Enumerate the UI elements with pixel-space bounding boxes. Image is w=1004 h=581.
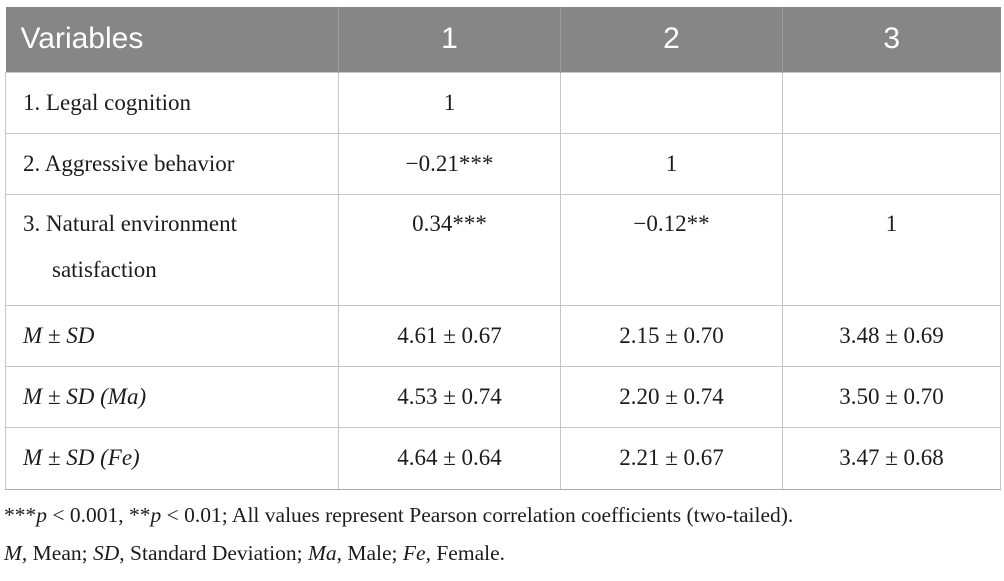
footnote-term-italic: M [4,541,22,565]
row-label: M ± SD [5,304,339,367]
cell-value: −0.21*** [338,132,561,195]
row-label: M ± SD (Fe) [5,426,339,490]
column-header-variables: Variables [5,7,339,72]
cell-value [782,132,1001,195]
footnote-term-italic: p [150,503,162,527]
cell-value: 1 [560,132,783,195]
footnote-segment: , Male; [336,541,403,565]
table-row: M ± SD (Fe) 4.64 ± 0.64 2.21 ± 0.67 3.47… [5,426,1001,490]
cell-value: 3.47 ± 0.68 [782,426,1001,490]
footnote-segment: , Female. [425,541,506,565]
table-row: 1. Legal cognition 1 [5,71,1001,134]
row-label-line1: 3. Natural environment [23,210,237,236]
footnote-segment: *** [4,503,37,527]
cell-value: 2.15 ± 0.70 [560,304,783,367]
footnote-segment: , Standard Deviation; [119,541,308,565]
table-footnotes: ***p < 0.001, **p < 0.01; All values rep… [4,496,793,572]
cell-value: 2.21 ± 0.67 [560,426,783,490]
row-label: 3. Natural environment satisfaction [5,193,339,306]
footnote-significance: ***p < 0.001, **p < 0.01; All values rep… [4,496,793,534]
column-header-2: 2 [560,7,783,72]
cell-value: 4.61 ± 0.67 [338,304,561,367]
footnote-term-italic: Ma [307,541,337,565]
table-row: M ± SD 4.61 ± 0.67 2.15 ± 0.70 3.48 ± 0.… [5,304,1001,367]
cell-value: 3.48 ± 0.69 [782,304,1001,367]
footnote-term-italic: Fe [402,541,426,565]
cell-value [560,71,783,134]
column-header-1: 1 [338,7,561,72]
footnote-segment: < 0.001, ** [47,503,151,527]
row-label: 2. Aggressive behavior [5,132,339,195]
cell-value: 3.50 ± 0.70 [782,365,1001,428]
row-label: M ± SD (Ma) [5,365,339,428]
cell-value: 1 [338,71,561,134]
cell-value: 4.53 ± 0.74 [338,365,561,428]
footnote-segment: , Mean; [21,541,93,565]
footnote-term-italic: SD [92,541,120,565]
row-label: 1. Legal cognition [5,71,339,134]
cell-value: 2.20 ± 0.74 [560,365,783,428]
cell-value: 4.64 ± 0.64 [338,426,561,490]
table-row: 2. Aggressive behavior −0.21*** 1 [5,132,1001,195]
footnote-term-italic: p [36,503,47,527]
header-row: Variables 1 2 3 [5,7,1001,72]
row-label-line2: satisfaction [52,256,157,282]
footnote-abbreviations: M, Mean; SD, Standard Deviation; Ma, Mal… [4,534,793,572]
table-row: 3. Natural environment satisfaction 0.34… [5,193,1001,306]
cell-value: −0.12** [560,193,783,306]
correlation-table: Variables 1 2 3 1. Legal cognition 1 2. … [5,7,1001,490]
cell-value [782,71,1001,134]
column-header-3: 3 [782,7,1001,72]
cell-value: 1 [782,193,1001,306]
table-row: M ± SD (Ma) 4.53 ± 0.74 2.20 ± 0.74 3.50… [5,365,1001,428]
footnote-segment: < 0.01; All values represent Pearson cor… [161,503,794,527]
cell-value: 0.34*** [338,193,561,306]
